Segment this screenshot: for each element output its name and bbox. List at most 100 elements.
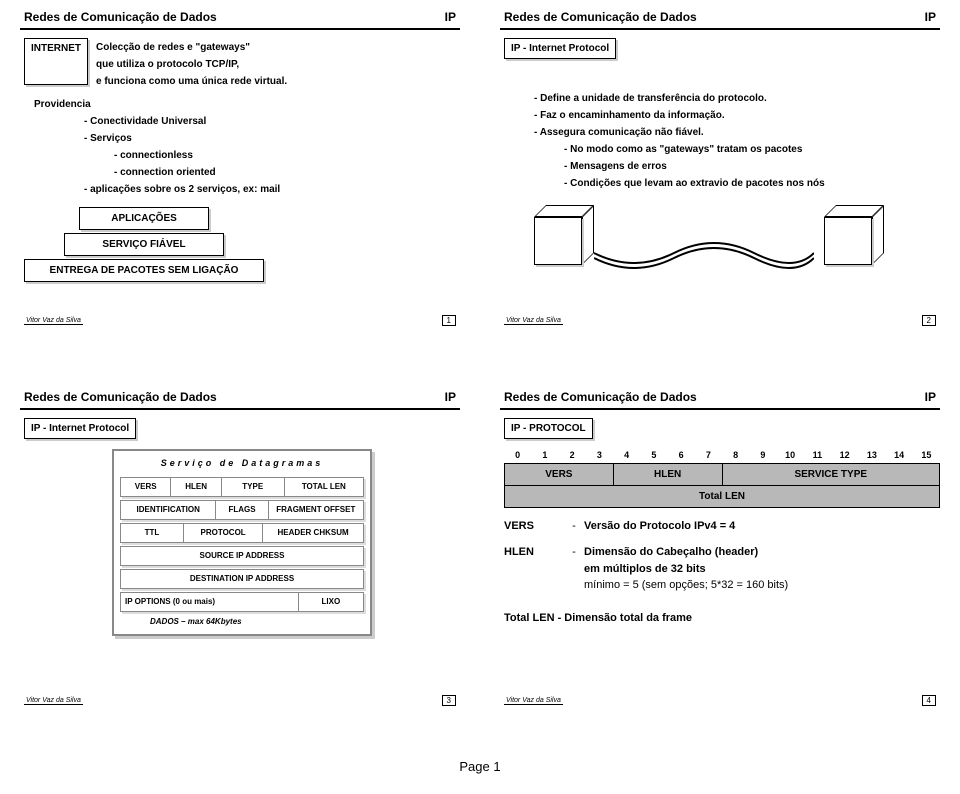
providencia: Providencia xyxy=(24,97,460,112)
header-right: IP xyxy=(445,10,456,24)
tag-internet: INTERNET xyxy=(24,38,88,85)
slide-footer: Vitor Vaz da Silva 2 xyxy=(504,315,936,326)
header-left: Redes de Comunicação de Dados xyxy=(24,10,217,24)
term: HLEN xyxy=(504,544,564,594)
stack-delivery: ENTREGA DE PACOTES SEM LIGAÇÃO xyxy=(24,259,264,282)
slide-body: INTERNET Colecção de redes e "gateways" … xyxy=(20,38,460,282)
page-number: Page 1 xyxy=(0,759,960,774)
slide-number: 4 xyxy=(922,695,936,706)
separator xyxy=(500,28,940,30)
dg-cell: VERS xyxy=(121,478,171,496)
slide-header: Redes de Comunicação de Dados IP xyxy=(20,10,460,24)
author: Vitor Vaz da Silva xyxy=(24,317,83,325)
bit-label: 13 xyxy=(858,449,885,463)
slide-header: Redes de Comunicação de Dados IP xyxy=(20,390,460,404)
dg-cell: IDENTIFICATION xyxy=(121,501,216,519)
definition-vers: VERS - Versão do Protocolo IPv4 = 4 xyxy=(504,518,940,535)
slide-3: Redes de Comunicação de Dados IP IP - In… xyxy=(20,390,460,710)
bit-label: 7 xyxy=(695,449,722,463)
bit-label: 3 xyxy=(586,449,613,463)
intro-line: Colecção de redes e "gateways" xyxy=(96,40,287,55)
dg-cell: TYPE xyxy=(222,478,285,496)
dg-cell: HEADER CHKSUM xyxy=(263,524,363,542)
dg-cell: HLEN xyxy=(171,478,221,496)
dg-row: TTL PROTOCOL HEADER CHKSUM xyxy=(120,523,364,543)
slide-body: IP - PROTOCOL 0123456789101112131415 VER… xyxy=(500,418,940,626)
desc: Versão do Protocolo IPv4 = 4 xyxy=(584,518,940,535)
slide-2: Redes de Comunicação de Dados IP IP - In… xyxy=(500,10,940,330)
dg-cell: FLAGS xyxy=(216,501,268,519)
table-cell: SERVICE TYPE xyxy=(722,463,940,485)
bit-label: 15 xyxy=(913,449,940,463)
dg-cell: IP OPTIONS (0 ou mais) xyxy=(121,593,299,611)
dg-cell: FRAGMENT OFFSET xyxy=(269,501,363,519)
bit-label: 14 xyxy=(886,449,913,463)
node-left xyxy=(534,205,594,265)
network-diagram xyxy=(504,205,940,285)
dg-cell: LIXO xyxy=(299,593,363,611)
dash: - xyxy=(564,544,584,594)
author: Vitor Vaz da Silva xyxy=(504,697,563,705)
dg-data-note: DADOS – max 64Kbytes xyxy=(120,616,364,628)
definition-total-len: Total LEN - Dimensão total da frame xyxy=(504,610,940,627)
slide-number: 2 xyxy=(922,315,936,326)
bit-label: 5 xyxy=(640,449,667,463)
table-cell: VERS xyxy=(505,463,614,485)
intro-line: e funciona como uma única rede virtual. xyxy=(96,74,287,89)
separator xyxy=(20,408,460,410)
bit-table: VERS HLEN SERVICE TYPE Total LEN xyxy=(504,463,940,508)
table-row: Total LEN xyxy=(505,485,940,507)
dg-cell: TTL xyxy=(121,524,184,542)
desc-line: Dimensão do Cabeçalho (header) xyxy=(584,546,758,558)
tag-ip-protocol: IP - PROTOCOL xyxy=(504,418,593,439)
bullet: - Conectividade Universal xyxy=(24,114,460,129)
tag-ip-protocol: IP - Internet Protocol xyxy=(24,418,136,439)
dg-source-ip: SOURCE IP ADDRESS xyxy=(120,546,364,566)
sub-bullet: - Mensagens de erros xyxy=(504,159,940,174)
cable-icon xyxy=(594,233,814,273)
slide-4: Redes de Comunicação de Dados IP IP - PR… xyxy=(500,390,940,710)
slide-1: Redes de Comunicação de Dados IP INTERNE… xyxy=(20,10,460,330)
bit-label: 1 xyxy=(531,449,558,463)
stack-applications: APLICAÇÕES xyxy=(79,207,209,230)
slide-footer: Vitor Vaz da Silva 1 xyxy=(24,315,456,326)
tag-ip-protocol: IP - Internet Protocol xyxy=(504,38,616,59)
bit-label: 2 xyxy=(559,449,586,463)
desc-line: em múltiplos de 32 bits xyxy=(584,563,706,575)
bit-header: 0123456789101112131415 xyxy=(504,449,940,463)
bit-label: 9 xyxy=(749,449,776,463)
header-left: Redes de Comunicação de Dados xyxy=(504,10,697,24)
separator xyxy=(500,408,940,410)
slide-number: 1 xyxy=(442,315,456,326)
dg-row: IDENTIFICATION FLAGS FRAGMENT OFFSET xyxy=(120,500,364,520)
bit-label: 11 xyxy=(804,449,831,463)
slide-number: 3 xyxy=(442,695,456,706)
header-right: IP xyxy=(925,10,936,24)
separator xyxy=(20,28,460,30)
slide-body: IP - Internet Protocol - Define a unidad… xyxy=(500,38,940,285)
dg-dest-ip: DESTINATION IP ADDRESS xyxy=(120,569,364,589)
sub-bullet: - Condições que levam ao extravio de pac… xyxy=(504,176,940,191)
header-left: Redes de Comunicação de Dados xyxy=(24,390,217,404)
bit-label: 12 xyxy=(831,449,858,463)
dg-cell: PROTOCOL xyxy=(184,524,263,542)
stack-boxes: APLICAÇÕES SERVIÇO FIÁVEL ENTREGA DE PAC… xyxy=(24,207,264,282)
intro-line: que utiliza o protocolo TCP/IP, xyxy=(96,57,287,72)
slide-body: IP - Internet Protocol Serviço de Datagr… xyxy=(20,418,460,636)
slide-footer: Vitor Vaz da Silva 4 xyxy=(504,695,936,706)
bit-label: 6 xyxy=(668,449,695,463)
dash: - xyxy=(564,518,584,535)
bit-label: 0 xyxy=(504,449,531,463)
stack-service: SERVIÇO FIÁVEL xyxy=(64,233,224,256)
dg-row: VERS HLEN TYPE TOTAL LEN xyxy=(120,477,364,497)
slide-header: Redes de Comunicação de Dados IP xyxy=(500,10,940,24)
bullet: - Faz o encaminhamento da informação. xyxy=(504,108,940,123)
bit-label: 4 xyxy=(613,449,640,463)
sub-bullet: - connection oriented xyxy=(24,165,460,180)
bit-label: 10 xyxy=(777,449,804,463)
definition-hlen: HLEN - Dimensão do Cabeçalho (header) em… xyxy=(504,544,940,594)
desc: Dimensão do Cabeçalho (header) em múltip… xyxy=(584,544,940,594)
term: VERS xyxy=(504,518,564,535)
header-right: IP xyxy=(925,390,936,404)
bullet: - Assegura comunicação não fiável. xyxy=(504,125,940,140)
